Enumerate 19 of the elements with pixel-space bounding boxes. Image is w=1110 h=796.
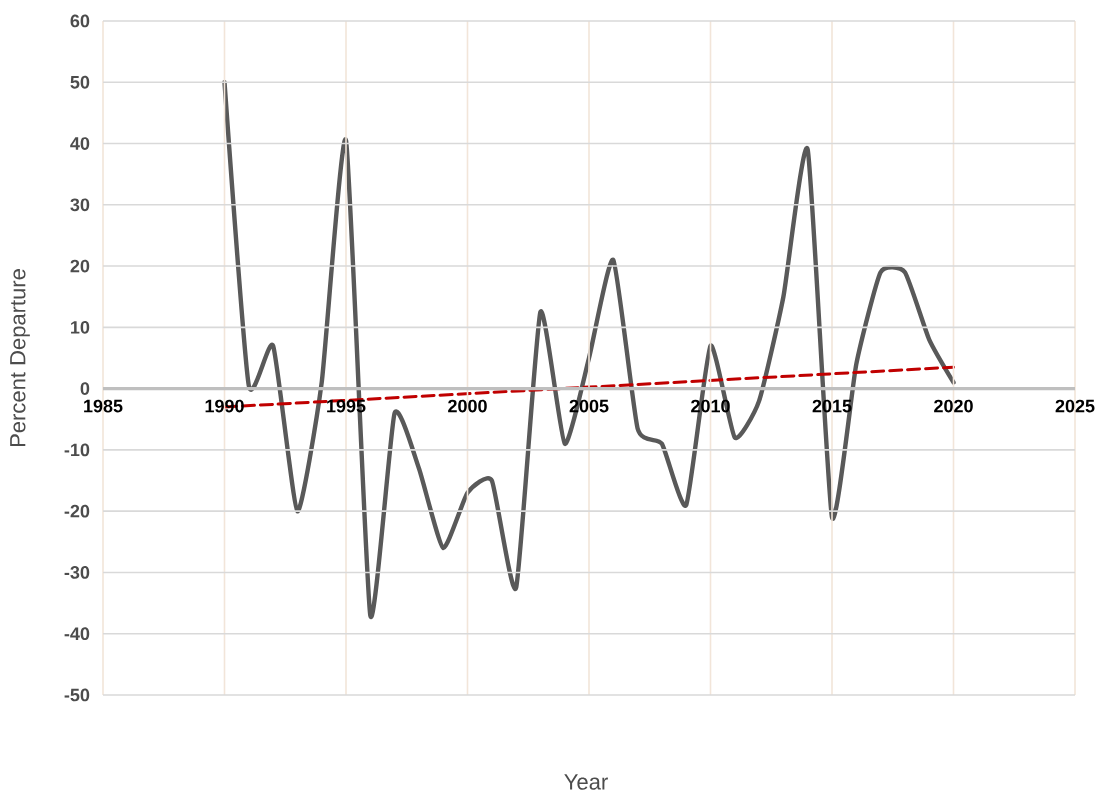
- x-tick-label: 2020: [934, 399, 973, 413]
- y-tick-label: 40: [70, 136, 90, 150]
- y-axis-title: Percent Departure: [10, 268, 30, 446]
- x-tick-label: 2025: [1055, 399, 1095, 413]
- y-tick-label: -50: [64, 688, 90, 702]
- x-tick-label: 1990: [205, 399, 244, 413]
- y-tick-label: -20: [64, 504, 90, 518]
- y-tick-label: 50: [70, 75, 90, 89]
- x-tick-label: 1985: [84, 399, 123, 413]
- y-tick-label: 30: [70, 198, 90, 212]
- x-axis-title: Year: [564, 774, 608, 790]
- y-tick-label: -30: [64, 565, 90, 579]
- y-tick-label: 20: [70, 259, 90, 273]
- x-tick-label: 2000: [448, 399, 487, 413]
- y-tick-label: 60: [70, 14, 90, 28]
- y-tick-label: 0: [80, 382, 90, 395]
- y-tick-label: 10: [71, 320, 90, 334]
- y-tick-label: -10: [64, 443, 90, 457]
- y-tick-label: -40: [64, 627, 90, 640]
